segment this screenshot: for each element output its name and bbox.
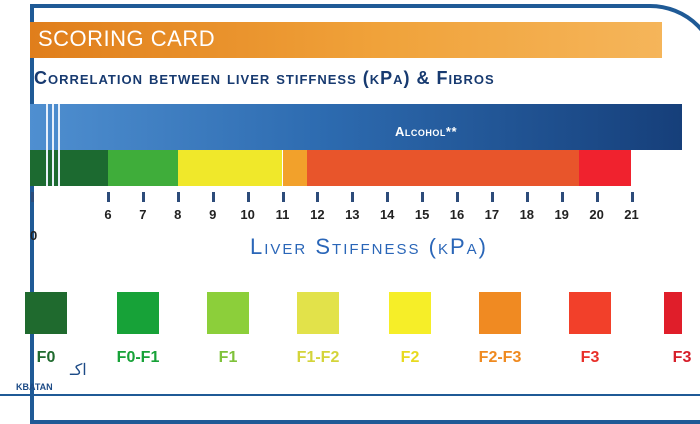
legend-label: F0-F1 [116, 349, 160, 366]
x-axis-title: Liver Stiffness (kPa) [250, 234, 488, 259]
strip-segment [579, 150, 632, 186]
axis-tick [176, 192, 180, 202]
tick-label: 12 [310, 207, 325, 222]
tick-label: 6 [104, 207, 112, 222]
axis-tick [630, 192, 634, 202]
axis-tick [525, 192, 529, 202]
legend-swatch [297, 292, 339, 334]
legend-swatch [117, 292, 159, 334]
legend-swatch [389, 292, 431, 334]
axis-tick [316, 192, 320, 202]
legend-label: F1 [218, 349, 238, 366]
axis-tick [31, 192, 34, 202]
origin-label: 0 [30, 228, 38, 243]
logo-text: KBATAN [16, 382, 53, 392]
legend-swatch [479, 292, 521, 334]
tick-label: 10 [240, 207, 255, 222]
legend-label: F2-F3 [478, 349, 522, 366]
axis-tick [211, 192, 215, 202]
axis-tick [107, 192, 110, 202]
tick-label: 19 [554, 207, 569, 222]
legend-swatch [664, 292, 682, 334]
tick-label: 9 [209, 207, 217, 222]
bottom-border [0, 394, 700, 396]
axis-tick [595, 192, 599, 202]
alcohol-label: Alcohol** [395, 124, 458, 139]
strip-segment [108, 150, 178, 186]
alcohol-band [30, 104, 682, 150]
scoring-card-header: SCORING CARD [30, 22, 662, 58]
tick-label: 11 [275, 207, 290, 222]
strip-segment [177, 150, 283, 186]
axis-tick [281, 192, 285, 202]
strip-segment [282, 150, 307, 186]
header-title: SCORING CARD [38, 26, 216, 51]
tick-label: 15 [414, 207, 430, 222]
axis-tick [421, 192, 425, 202]
stiffness-color-strip [30, 150, 682, 186]
axis-tick [490, 192, 494, 202]
tick-label: 7 [139, 207, 147, 222]
kbatan-logo: اكـ KBATAN [16, 358, 88, 398]
legend-label: F3 [580, 349, 600, 366]
tick-label: 8 [174, 207, 182, 222]
tick-label: 20 [589, 207, 604, 222]
logo-mark: اكـ [70, 362, 87, 379]
tick-label: 13 [345, 207, 360, 222]
axis-tick [246, 192, 250, 202]
tick-label: 21 [624, 207, 639, 222]
axis-tick [456, 192, 459, 202]
legend-label: F1-F2 [296, 349, 340, 366]
axis-tick [386, 192, 390, 202]
strip-segment [30, 150, 108, 186]
axis-tick [351, 192, 355, 202]
band-stripe [46, 104, 48, 186]
tick-label: 18 [519, 207, 535, 222]
band-stripe [52, 104, 54, 186]
legend-swatch [569, 292, 611, 334]
tick-label: 14 [379, 207, 395, 222]
tick-label: 17 [484, 207, 500, 222]
strip-segment [306, 150, 580, 186]
legend-label: F2 [400, 349, 420, 366]
tick-label: 16 [449, 207, 465, 222]
chart-subtitle: Correlation between liver stiffness (kPa… [34, 68, 495, 88]
legend-label: F0 [36, 349, 56, 366]
axis-tick [141, 192, 145, 202]
legend-label: F3 [672, 349, 692, 366]
legend-swatch [207, 292, 249, 334]
axis-tick [560, 192, 564, 202]
band-stripe [58, 104, 60, 186]
legend-swatch [25, 292, 67, 334]
